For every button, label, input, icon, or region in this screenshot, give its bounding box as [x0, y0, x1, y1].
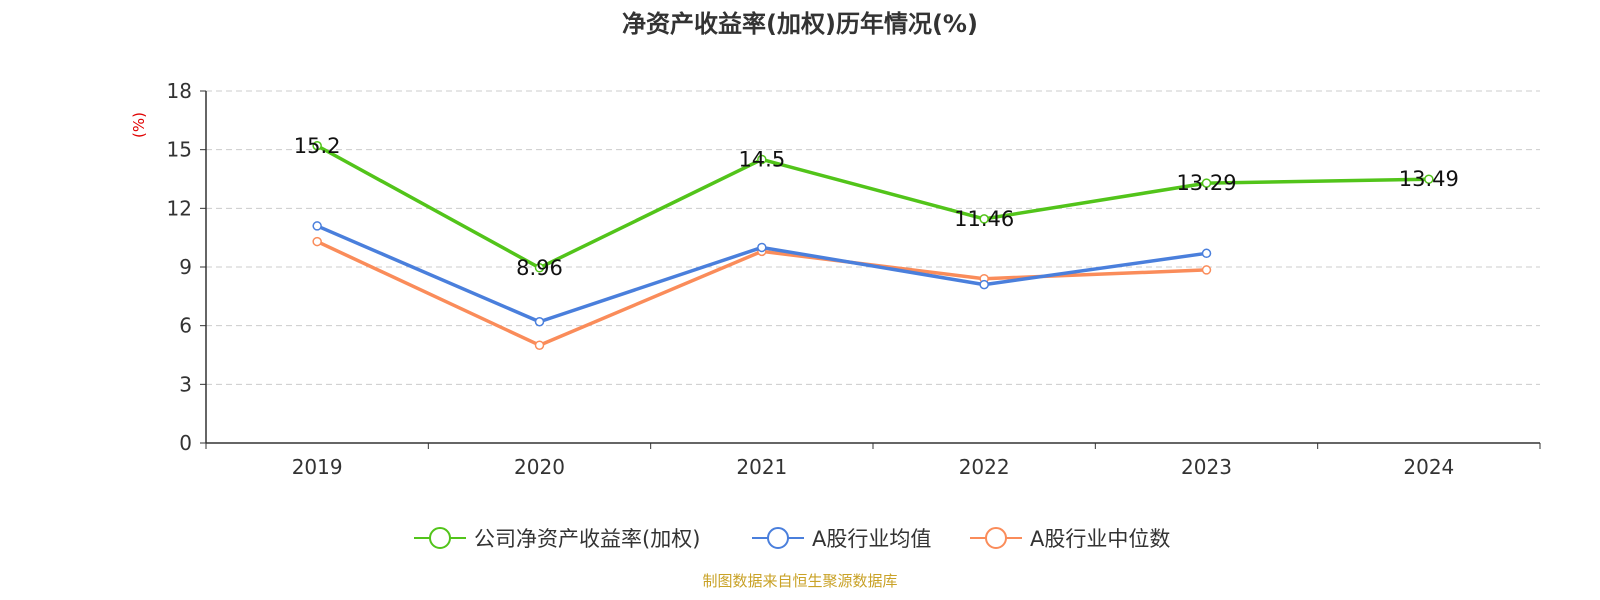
data-point	[312, 141, 322, 151]
y-tick-label: 12	[167, 196, 192, 220]
data-point	[534, 340, 545, 350]
y-axis-label: (%)	[130, 112, 148, 138]
data-labels: 15.2 8.96 14.5 11.46 13.29 13.49	[294, 134, 1459, 280]
y-tick-label: 15	[167, 138, 192, 162]
x-tick-label: 2023	[1181, 455, 1232, 479]
y-tick-label: 6	[179, 314, 192, 338]
x-tick-label: 2022	[959, 455, 1010, 479]
y-tick-label: 3	[179, 372, 192, 396]
data-label: 13.29	[1176, 171, 1236, 195]
series-line	[316, 224, 1207, 324]
data-label: 8.96	[516, 256, 563, 280]
data-point	[534, 317, 545, 327]
data-label: 15.2	[294, 134, 341, 158]
series-layer	[312, 141, 1434, 350]
data-point	[757, 154, 767, 165]
x-tick-label: 2020	[514, 455, 565, 479]
data-point	[979, 279, 989, 290]
y-tick-label: 9	[179, 255, 192, 279]
chart-title: 净资产收益率(加权)历年情况(%)	[622, 10, 978, 38]
data-label: 14.5	[738, 147, 785, 171]
data-point	[757, 242, 767, 253]
data-point	[1201, 265, 1212, 275]
data-point	[1201, 178, 1212, 188]
x-tick-label: 2021	[736, 455, 787, 479]
data-point	[534, 263, 545, 273]
series-line	[316, 144, 1429, 270]
legend: 公司净资产收益率(加权) A股行业均值 A股行业中位数	[414, 527, 1170, 551]
data-point	[312, 221, 322, 231]
legend-marker	[985, 527, 1007, 549]
data-label: 11.46	[954, 207, 1014, 231]
data-point	[979, 214, 989, 224]
data-label: 13.49	[1399, 167, 1459, 191]
legend-label: 公司净资产收益率(加权)	[474, 527, 700, 551]
x-tick-label: 2019	[292, 455, 343, 479]
data-point	[1424, 174, 1434, 184]
legend-marker	[767, 527, 789, 549]
legend-label: A股行业中位数	[1030, 527, 1170, 551]
data-point	[1201, 248, 1212, 259]
x-tick-label: 2024	[1403, 455, 1454, 479]
legend-marker	[429, 527, 451, 549]
legend-label: A股行业均值	[812, 527, 931, 551]
axes: 0 3 6 9 12 15 18 2019 2020 2021 2022 2023 2024	[167, 79, 1541, 479]
series-line	[316, 239, 1207, 347]
gridlines	[206, 90, 1540, 385]
source-note: 制图数据来自恒生聚源数据库	[702, 572, 897, 590]
data-point	[312, 236, 322, 247]
y-tick-label: 18	[167, 79, 192, 103]
y-tick-label: 0	[179, 431, 192, 455]
